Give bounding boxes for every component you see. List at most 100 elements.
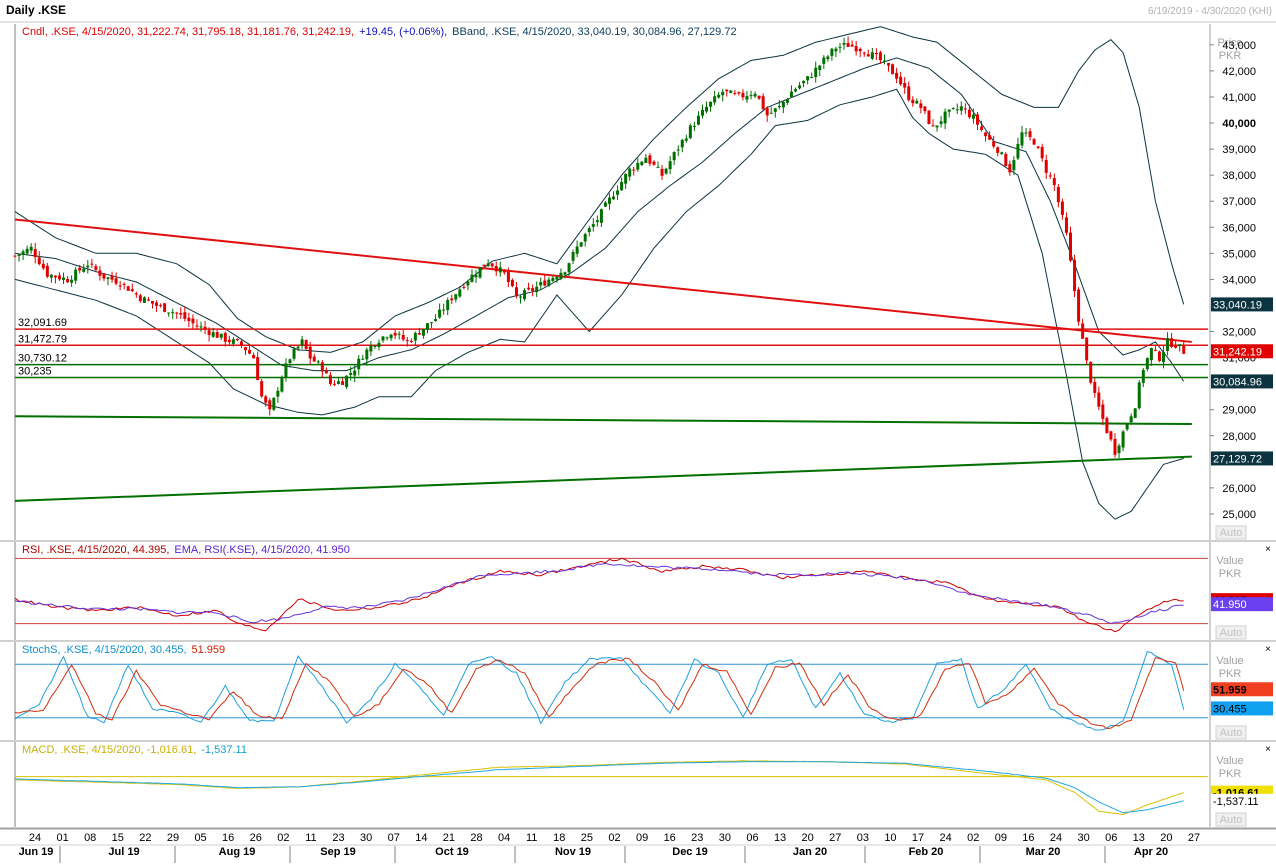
legend-entry: EMA, RSI(.KSE), 4/15/2020, 41.950 (174, 544, 349, 556)
candle (603, 202, 607, 207)
candle (268, 400, 272, 410)
candle (838, 46, 842, 48)
x-tick-label: 24 (940, 832, 952, 844)
x-month-label: Nov 19 (555, 846, 591, 858)
bband-lower-line (14, 88, 1184, 520)
series-line-0 (14, 650, 1185, 731)
candle (1060, 201, 1064, 215)
candle (870, 52, 874, 59)
candle (345, 375, 349, 388)
candle (450, 298, 454, 301)
x-tick-label: 14 (415, 832, 427, 844)
candle (110, 275, 114, 280)
x-tick-label: 16 (222, 832, 234, 844)
candle (1016, 144, 1020, 159)
candle (248, 349, 252, 354)
candle (684, 138, 688, 141)
candle (462, 286, 466, 288)
candle (328, 375, 332, 384)
bband-upper-line (14, 26, 1185, 353)
y-tick-label: 38,000 (1222, 170, 1256, 182)
candle (171, 312, 175, 314)
trendline[interactable] (14, 218, 1192, 343)
candle (86, 265, 90, 268)
candle (919, 103, 923, 109)
price-tag: 51.959 (1211, 682, 1273, 697)
close-icon[interactable]: × (1265, 644, 1271, 655)
candle (1069, 232, 1073, 261)
candle (369, 345, 373, 352)
candle (523, 290, 527, 300)
candle (421, 329, 425, 336)
price-tag-box (1211, 451, 1273, 466)
candle (745, 96, 749, 100)
candle (458, 289, 462, 297)
candle (316, 361, 320, 363)
candle (822, 57, 826, 64)
price-tag-box (1211, 597, 1273, 612)
candle (191, 318, 195, 324)
candle (1105, 418, 1109, 433)
candle (668, 161, 672, 170)
candle (66, 278, 70, 283)
candle (1093, 381, 1097, 393)
price-tag: 27,129.72 (1211, 451, 1273, 466)
candle (931, 125, 935, 127)
candle (587, 228, 591, 233)
candle (773, 108, 777, 112)
candle (935, 125, 939, 128)
candle (777, 105, 781, 108)
close-icon[interactable]: × (1265, 744, 1271, 755)
candle (252, 355, 256, 359)
candle (82, 268, 86, 272)
auto-button[interactable]: Auto (1215, 725, 1247, 740)
candle (114, 278, 118, 284)
candle (802, 80, 806, 84)
x-tick-label: 27 (829, 832, 841, 844)
axis-title: Price (1217, 37, 1242, 49)
candle (102, 273, 106, 279)
candle (183, 312, 187, 319)
candle (709, 101, 713, 107)
series-line-0 (15, 760, 1184, 816)
candle (951, 108, 955, 110)
candle (700, 109, 704, 116)
axis-title: Value (1216, 655, 1243, 667)
candle (1101, 404, 1105, 419)
trendline[interactable] (14, 455, 1192, 502)
price-tag-label: -1,537.11 (1213, 796, 1259, 808)
close-icon[interactable]: × (1265, 544, 1271, 555)
candle (1032, 139, 1036, 145)
x-month-label: Jan 20 (793, 846, 827, 858)
candle (915, 100, 919, 104)
candle (78, 267, 82, 271)
candle (975, 114, 979, 125)
candle (244, 347, 248, 351)
candle (1036, 146, 1040, 148)
x-tick-label: 17 (912, 832, 924, 844)
candle (761, 96, 765, 110)
auto-button[interactable]: Auto (1215, 625, 1247, 640)
candle (882, 60, 886, 62)
auto-button[interactable]: Auto (1215, 525, 1247, 540)
candle (563, 272, 567, 275)
candle (57, 275, 61, 280)
candle (442, 309, 446, 311)
candle (1145, 358, 1149, 370)
auto-button[interactable]: Auto (1215, 812, 1247, 827)
candle (425, 323, 429, 330)
level-label: 30,730.12 (18, 353, 67, 365)
candle (284, 363, 288, 377)
candle (721, 91, 725, 96)
candle (705, 106, 709, 112)
candle (381, 336, 385, 341)
candle (385, 337, 389, 339)
trendline[interactable] (14, 415, 1192, 426)
candle (498, 267, 502, 273)
candle (955, 109, 959, 111)
x-tick-label: 01 (56, 832, 68, 844)
candle (53, 275, 57, 278)
candle (583, 234, 587, 242)
candle (163, 303, 167, 312)
